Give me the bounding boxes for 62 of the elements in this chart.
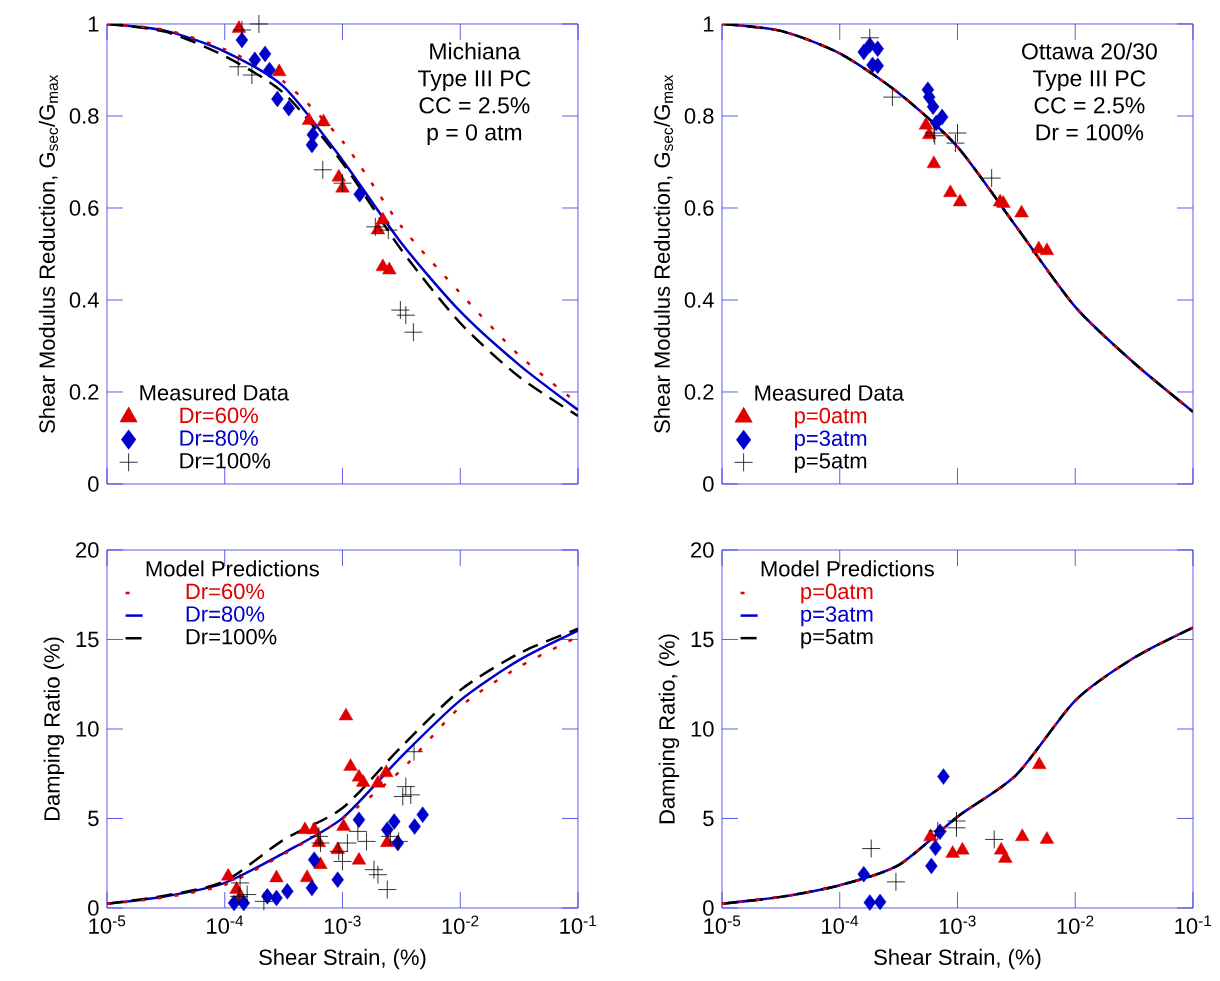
legend-label: Dr=80%	[180, 430, 258, 446]
legend-label: Dr=60%	[180, 407, 258, 424]
x-tick-label: 10$^{-5}$	[704, 915, 741, 934]
y-tick-label: 0.8	[684, 108, 714, 124]
y-tick-label: 1	[703, 16, 714, 32]
legend-label: Dr=80%	[186, 606, 265, 622]
legend-title: Model Predictions	[146, 560, 319, 577]
x-tick-label: 10$^{-4}$	[207, 915, 244, 934]
legend-title: Measured Data	[140, 384, 289, 401]
legend-label: p=0atm	[795, 407, 867, 428]
x-tick-label: 10$^{-1}$	[1175, 915, 1212, 934]
y-axis-title: Shear Modulus Reduction, G$_{sec}$/G$_{max}$	[38, 74, 59, 433]
y-axis-title: Shear Modulus Reduction, G$_{sec}$/G$_{max}$	[653, 74, 674, 433]
y-tick-label: 1	[88, 16, 99, 32]
annotation: Ottawa 20/30	[1022, 42, 1157, 60]
annotation: CC = 2.5%	[1034, 97, 1145, 114]
y-tick-label: 5	[703, 810, 714, 827]
legend-label: Dr=100%	[180, 452, 271, 469]
y-tick-label: 0.2	[684, 384, 714, 400]
y-tick-label: 0.6	[684, 200, 714, 216]
y-tick-label: 0.2	[69, 384, 99, 400]
y-tick-label: 10	[76, 721, 99, 737]
x-tick-label: 10$^{-2}$	[442, 915, 479, 935]
y-tick-label: 0.6	[69, 200, 99, 216]
annotation: Type III PC	[1033, 70, 1146, 92]
y-tick-label: 0	[703, 476, 714, 492]
y-tick-label: 15	[691, 631, 714, 648]
y-tick-label: 10	[691, 721, 714, 737]
y-tick-label: 0	[703, 900, 714, 916]
legend-label: p=5atm	[801, 628, 873, 649]
legend-label: p=5atm	[795, 453, 867, 473]
legend-label: p=0atm	[801, 583, 873, 604]
x-tick-label: 10$^{-1}$	[560, 915, 597, 934]
annotation: Type III PC	[418, 70, 531, 92]
x-tick-label: 10$^{-3}$	[324, 915, 361, 935]
y-tick-label: 0.4	[69, 292, 99, 308]
y-tick-label: 0.4	[684, 292, 714, 308]
annotation: Michiana	[430, 42, 521, 60]
legend-label: Dr=100%	[186, 628, 277, 645]
y-tick-label: 15	[76, 631, 99, 648]
y-tick-label: 0	[88, 476, 99, 492]
legend-label: p=3atm	[795, 430, 867, 451]
annotation: CC = 2.5%	[419, 97, 530, 114]
legend-label: Dr=60%	[186, 583, 265, 600]
legend-title: Model Predictions	[761, 560, 934, 577]
y-axis-title: Damping Ratio (%)	[43, 637, 65, 821]
x-axis-title: Shear Strain, (%)	[259, 948, 426, 970]
y-tick-label: 0	[88, 900, 99, 916]
x-tick-label: 10$^{-4}$	[822, 915, 859, 934]
x-axis-title: Shear Strain, (%)	[874, 948, 1041, 970]
x-tick-label: 10$^{-2}$	[1057, 915, 1094, 935]
y-tick-label: 0.8	[69, 108, 99, 124]
x-tick-label: 10$^{-5}$	[89, 915, 126, 934]
y-tick-label: 5	[88, 810, 99, 827]
annotation: p = 0 atm	[427, 124, 522, 146]
annotation: Dr = 100%	[1036, 124, 1144, 141]
y-axis-title: Damping Ratio, (%)	[658, 634, 680, 824]
y-tick-label: 20	[691, 542, 714, 558]
x-tick-label: 10$^{-3}$	[939, 915, 976, 935]
legend-title: Measured Data	[755, 384, 904, 401]
legend-label: p=3atm	[801, 606, 873, 627]
y-tick-label: 20	[76, 542, 99, 558]
